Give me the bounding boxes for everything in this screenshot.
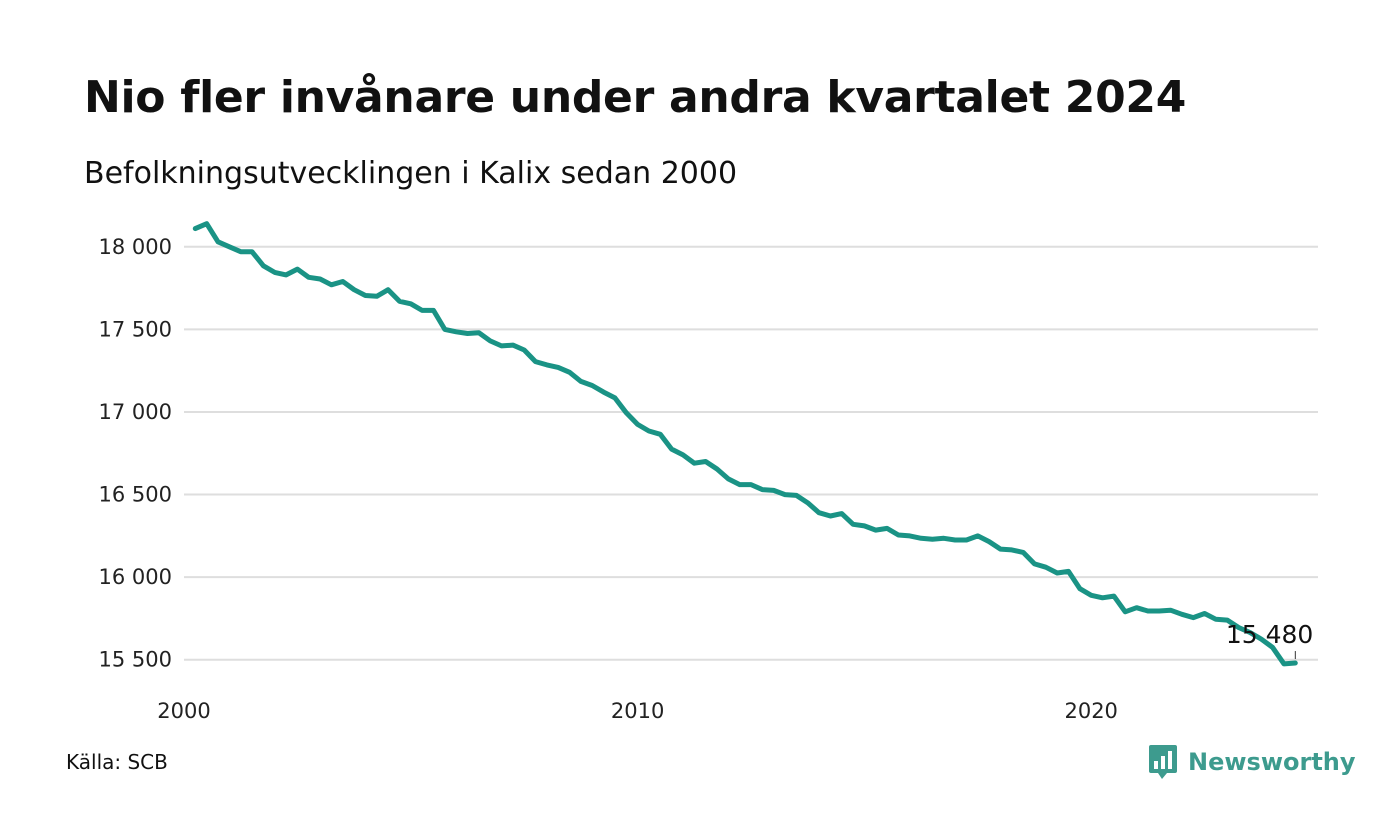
source-note: Källa: SCB bbox=[66, 750, 168, 774]
x-tick-label: 2000 bbox=[157, 699, 210, 723]
chart-title: Nio fler invånare under andra kvartalet … bbox=[84, 72, 1187, 123]
newsworthy-logo-icon bbox=[1149, 745, 1177, 779]
end-value-label: 15 480 bbox=[1226, 620, 1313, 649]
annotations: 15 480 bbox=[1226, 620, 1313, 660]
y-axis: 15 500 16 000 16 500 17 000 17 500 18 000 bbox=[99, 235, 172, 672]
series-group bbox=[192, 221, 1298, 667]
y-tick-label: 16 000 bbox=[99, 565, 172, 589]
gridlines bbox=[184, 245, 1318, 661]
y-tick-label: 15 500 bbox=[99, 648, 172, 672]
brand-name: Newsworthy bbox=[1188, 748, 1356, 776]
y-tick-label: 18 000 bbox=[99, 235, 172, 259]
y-tick-label: 17 500 bbox=[99, 317, 172, 341]
x-axis: 2000 2010 2020 bbox=[157, 699, 1118, 723]
chart-subtitle: Befolkningsutvecklingen i Kalix sedan 20… bbox=[84, 156, 738, 191]
series-line bbox=[192, 221, 1298, 667]
x-tick-label: 2010 bbox=[611, 699, 664, 723]
y-tick-label: 17 000 bbox=[99, 400, 172, 424]
brand-logo: Newsworthy bbox=[1148, 744, 1356, 780]
y-tick-label: 16 500 bbox=[99, 483, 172, 507]
x-tick-label: 2020 bbox=[1064, 699, 1117, 723]
